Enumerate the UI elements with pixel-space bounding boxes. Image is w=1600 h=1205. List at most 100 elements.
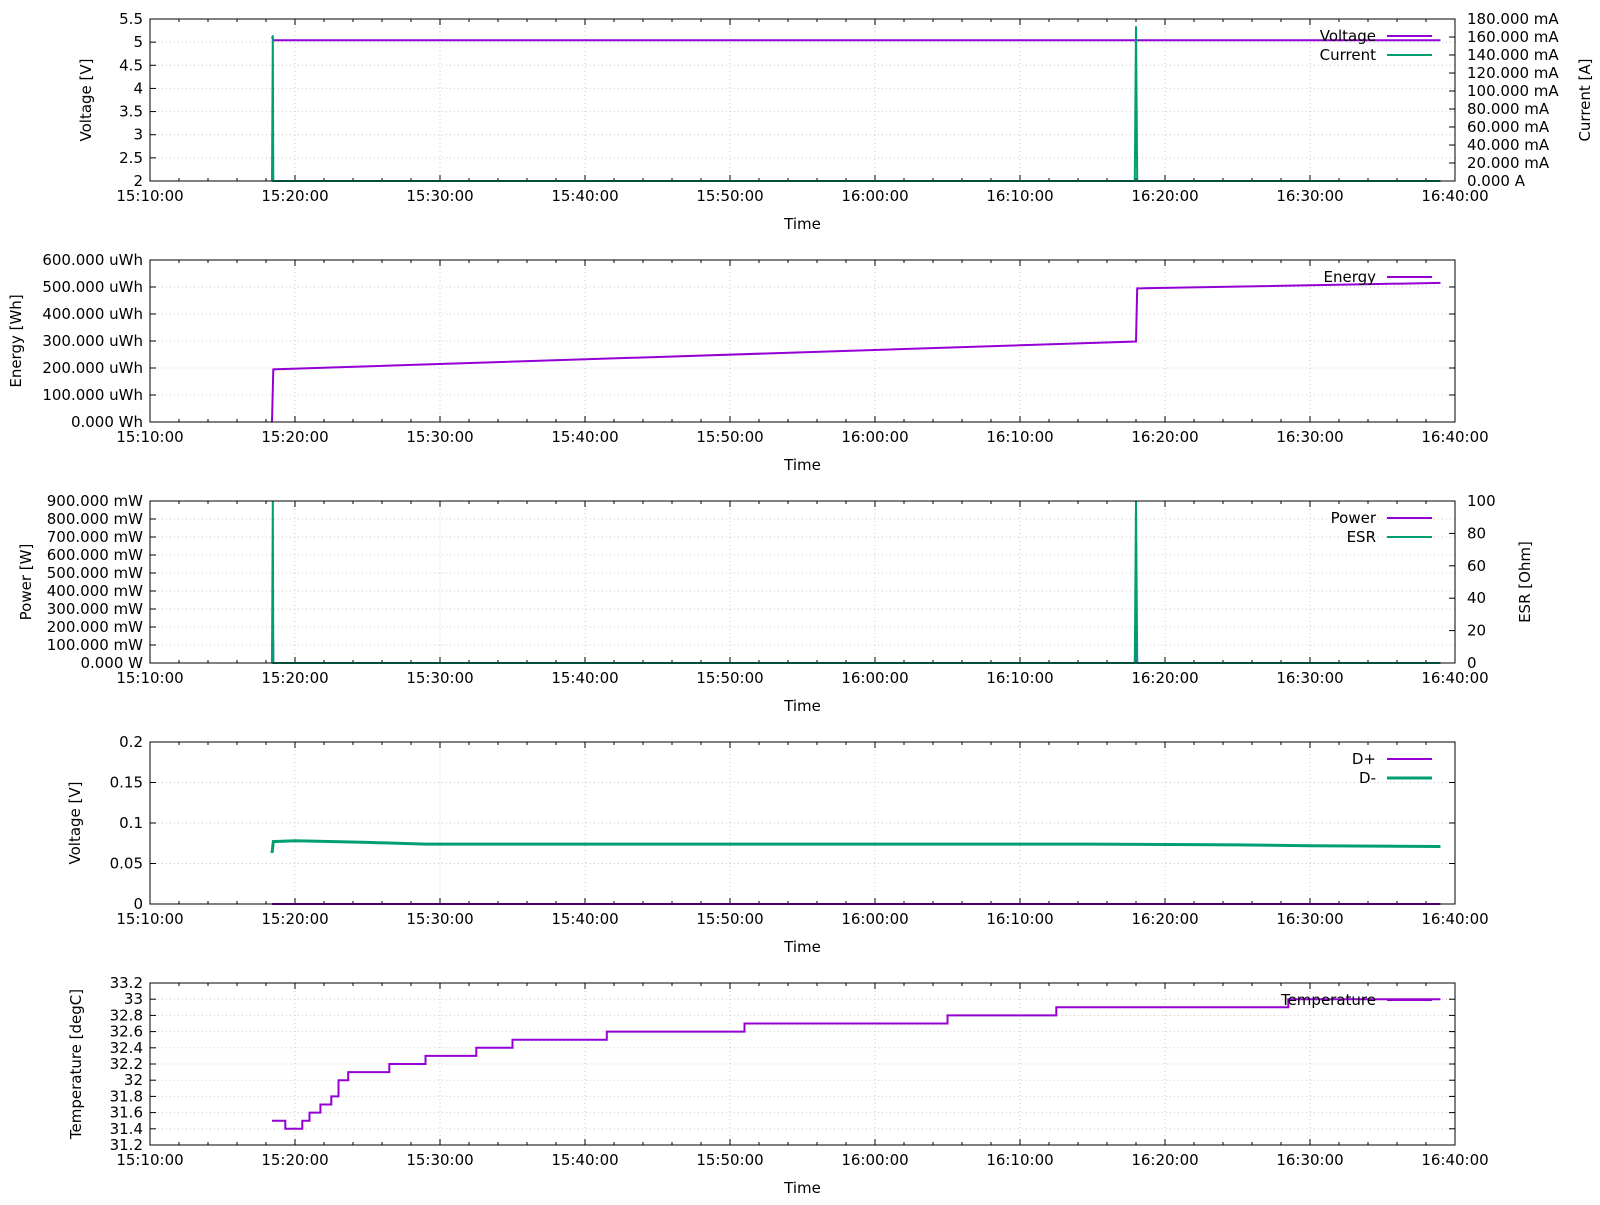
plot-frame	[149, 500, 1456, 664]
y2-tick-label: 20.000 mA	[1467, 154, 1550, 172]
legend-label: Voltage	[1320, 27, 1376, 45]
y-axis-label: Voltage [V]	[66, 782, 84, 865]
y-tick-label: 3.5	[119, 103, 143, 121]
x-axis-label: Time	[783, 1179, 821, 1197]
x-axis-label: Time	[783, 456, 821, 474]
y-tick-label: 0	[133, 895, 143, 913]
y-tick-label: 31.6	[110, 1104, 143, 1122]
y-tick-label: 0.000 W	[80, 654, 143, 672]
y-axis-label: Temperature [degC]	[67, 989, 85, 1140]
y-tick-label: 3	[133, 126, 143, 144]
y-tick-label: 0.000 Wh	[71, 413, 143, 431]
y-axis-label: Power [W]	[17, 544, 35, 621]
y2-tick-label: 20	[1467, 622, 1486, 640]
x-tick-label: 16:30:00	[1276, 669, 1343, 687]
y-tick-label: 200.000 mW	[47, 618, 143, 636]
y2-axis-label: Current [A]	[1576, 58, 1594, 141]
y-tick-label: 600.000 mW	[47, 546, 143, 564]
y-tick-label: 0.05	[110, 855, 143, 873]
y-tick-label: 31.4	[110, 1120, 143, 1138]
x-tick-label: 15:50:00	[696, 428, 763, 446]
x-tick-label: 15:50:00	[696, 187, 763, 205]
y2-tick-label: 100.000 mA	[1467, 82, 1559, 100]
y-tick-label: 400.000 mW	[47, 582, 143, 600]
x-tick-label: 16:00:00	[841, 910, 908, 928]
y-tick-label: 500.000 mW	[47, 564, 143, 582]
y-tick-label: 900.000 mW	[47, 492, 143, 510]
y-tick-label: 300.000 uWh	[42, 332, 143, 350]
y-tick-label: 2.5	[119, 149, 143, 167]
x-axis-label: Time	[783, 215, 821, 233]
y-tick-label: 31.8	[110, 1087, 143, 1105]
y2-tick-label: 60.000 mA	[1467, 118, 1550, 136]
y-tick-label: 5	[133, 33, 143, 51]
x-tick-label: 16:30:00	[1276, 187, 1343, 205]
series-line-energy	[271, 281, 1441, 423]
x-tick-label: 16:20:00	[1131, 428, 1198, 446]
x-tick-label: 16:20:00	[1131, 669, 1198, 687]
y-tick-label: 33	[124, 990, 143, 1008]
plot-frame	[149, 18, 1456, 182]
x-tick-label: 15:30:00	[406, 428, 473, 446]
x-tick-label: 16:40:00	[1421, 669, 1488, 687]
y-tick-label: 600.000 uWh	[42, 251, 143, 269]
x-tick-label: 16:20:00	[1131, 1151, 1198, 1169]
x-tick-label: 16:10:00	[986, 1151, 1053, 1169]
series-line-power	[271, 614, 1441, 664]
y2-tick-label: 120.000 mA	[1467, 64, 1559, 82]
y2-tick-label: 80	[1467, 524, 1486, 542]
x-tick-label: 15:40:00	[551, 669, 618, 687]
x-tick-label: 15:20:00	[261, 910, 328, 928]
x-tick-label: 15:20:00	[261, 428, 328, 446]
y-tick-label: 100.000 uWh	[42, 386, 143, 404]
x-tick-label: 16:20:00	[1131, 187, 1198, 205]
y-tick-label: 32.8	[110, 1006, 143, 1024]
x-tick-label: 15:20:00	[261, 669, 328, 687]
x-tick-label: 15:50:00	[696, 669, 763, 687]
y-tick-label: 800.000 mW	[47, 510, 143, 528]
x-tick-label: 15:10:00	[116, 910, 183, 928]
series-line-voltage	[271, 36, 1441, 42]
y-tick-label: 32.2	[110, 1055, 143, 1073]
x-axis-label: Time	[783, 938, 821, 956]
y-tick-label: 32.4	[110, 1039, 143, 1057]
y-tick-label: 4	[133, 79, 143, 97]
series-line-d-	[270, 839, 1441, 854]
plot-frame	[149, 741, 1456, 905]
y2-axis-label: ESR [Ohm]	[1516, 541, 1534, 623]
y2-tick-label: 140.000 mA	[1467, 46, 1559, 64]
x-tick-label: 16:40:00	[1421, 910, 1488, 928]
y-tick-label: 400.000 uWh	[42, 305, 143, 323]
x-tick-label: 15:30:00	[406, 910, 473, 928]
legend-label: Temperature	[1280, 991, 1376, 1009]
plot-frame	[149, 259, 1456, 423]
y-tick-label: 700.000 mW	[47, 528, 143, 546]
x-tick-label: 16:00:00	[841, 1151, 908, 1169]
y-tick-label: 500.000 uWh	[42, 278, 143, 296]
legend-label: Power	[1331, 509, 1377, 527]
x-tick-label: 15:20:00	[261, 187, 328, 205]
x-tick-label: 15:30:00	[406, 187, 473, 205]
y-tick-label: 200.000 uWh	[42, 359, 143, 377]
x-tick-label: 15:30:00	[406, 1151, 473, 1169]
y2-tick-label: 0.000 A	[1467, 172, 1526, 190]
x-tick-label: 15:50:00	[696, 910, 763, 928]
y2-tick-label: 80.000 mA	[1467, 100, 1550, 118]
x-tick-label: 16:00:00	[841, 669, 908, 687]
x-tick-label: 15:10:00	[116, 669, 183, 687]
y-tick-label: 4.5	[119, 56, 143, 74]
x-tick-label: 16:30:00	[1276, 428, 1343, 446]
x-tick-label: 15:10:00	[116, 187, 183, 205]
series-line-current	[271, 26, 1441, 182]
y-tick-label: 5.5	[119, 10, 143, 28]
y-tick-label: 32.6	[110, 1023, 143, 1041]
x-tick-label: 15:40:00	[551, 910, 618, 928]
x-tick-label: 16:20:00	[1131, 910, 1198, 928]
y2-tick-label: 160.000 mA	[1467, 28, 1559, 46]
y-tick-label: 300.000 mW	[47, 600, 143, 618]
x-tick-label: 16:40:00	[1421, 1151, 1488, 1169]
x-tick-label: 15:30:00	[406, 669, 473, 687]
y-tick-label: 31.2	[110, 1136, 143, 1154]
y2-tick-label: 60	[1467, 557, 1486, 575]
